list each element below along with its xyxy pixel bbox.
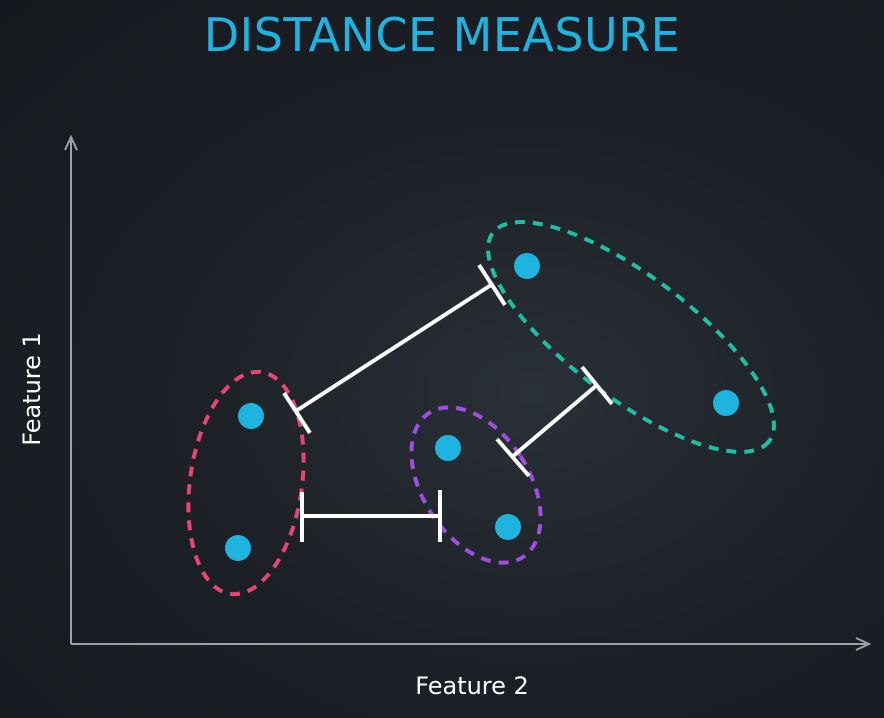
- data-point: [435, 435, 461, 461]
- connector-red-teal-cap-start: [282, 391, 312, 435]
- data-point: [713, 390, 739, 416]
- connector-purple-teal-cap-end: [580, 365, 614, 406]
- y-axis-label: Feature 1: [18, 332, 46, 446]
- x-axis-label: Feature 2: [415, 672, 529, 700]
- data-point: [238, 403, 264, 429]
- y-axis-arrow-icon: [64, 134, 78, 151]
- diagram-title: DISTANCE MEASURE: [203, 8, 681, 62]
- data-point: [495, 514, 521, 540]
- connector-purple-teal-cap-start: [495, 437, 531, 478]
- connector-red-teal: [294, 283, 493, 413]
- connector-purple-teal: [510, 383, 599, 459]
- connector-red-teal-cap-end: [477, 263, 507, 307]
- data-point: [514, 253, 540, 279]
- connectors: [282, 263, 614, 542]
- red-cluster-outline: [186, 369, 306, 597]
- data-point: [225, 535, 251, 561]
- x-axis-arrow-icon: [855, 637, 872, 651]
- purple-cluster-outline: [409, 405, 543, 565]
- data-points: [225, 253, 739, 561]
- teal-cluster-outline: [486, 220, 776, 454]
- axes: [64, 134, 872, 651]
